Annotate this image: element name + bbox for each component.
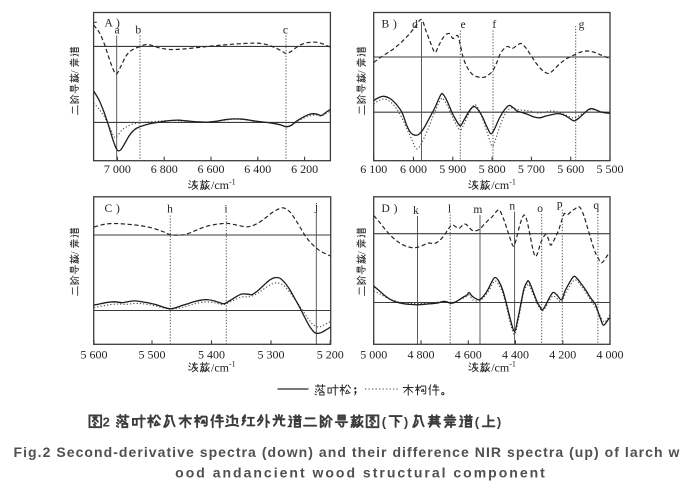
svg-text:4 800: 4 800	[408, 348, 435, 362]
svg-text:5 300: 5 300	[258, 348, 285, 362]
svg-text:2: 2	[103, 415, 110, 430]
svg-text:m: m	[473, 204, 482, 216]
svg-text:5 000: 5 000	[360, 348, 387, 362]
svg-text:k: k	[413, 205, 419, 217]
svg-text:e: e	[461, 19, 466, 31]
svg-text:/: /	[356, 250, 368, 254]
svg-text:d: d	[412, 19, 418, 31]
svg-text:4 400: 4 400	[502, 348, 529, 362]
svg-text:b: b	[135, 25, 141, 37]
svg-text:5 400: 5 400	[198, 348, 225, 362]
svg-text:7 000: 7 000	[104, 162, 131, 176]
svg-text:6 400: 6 400	[244, 162, 271, 176]
svg-text:h: h	[167, 204, 173, 216]
svg-text:a: a	[114, 25, 119, 37]
svg-text:C ): C )	[105, 203, 121, 215]
svg-text:5 500: 5 500	[139, 348, 166, 362]
svg-text:4 000: 4 000	[597, 348, 624, 362]
svg-text:/: /	[356, 69, 368, 73]
svg-text:(: (	[475, 415, 480, 430]
svg-text:5 600: 5 600	[81, 348, 108, 362]
svg-text:o: o	[537, 203, 543, 215]
svg-text:B ): B )	[382, 19, 398, 31]
svg-text:q: q	[593, 200, 599, 212]
svg-text:c: c	[283, 25, 288, 37]
svg-text:p: p	[557, 199, 563, 211]
svg-text:l: l	[448, 204, 451, 216]
svg-text:Fig.2 Second-derivative spectr: Fig.2 Second-derivative spectra (down) a…	[13, 444, 680, 460]
svg-text:/: /	[69, 250, 81, 254]
svg-text:D ): D )	[382, 203, 399, 215]
svg-text:f: f	[492, 19, 496, 31]
svg-text:(: (	[382, 415, 387, 430]
svg-text:5 200: 5 200	[317, 348, 344, 362]
svg-text:5 500: 5 500	[597, 162, 624, 176]
svg-text:A ): A )	[105, 17, 121, 29]
svg-text:5 700: 5 700	[518, 162, 545, 176]
svg-text:5 600: 5 600	[557, 162, 584, 176]
svg-text:n: n	[509, 201, 515, 213]
svg-text:ood andancient wood structural: ood andancient wood structural component	[175, 465, 547, 481]
svg-text:5 800: 5 800	[479, 162, 506, 176]
svg-text:): )	[497, 415, 501, 430]
svg-text:6 200: 6 200	[291, 162, 318, 176]
svg-text:5 900: 5 900	[439, 162, 466, 176]
svg-text:6 100: 6 100	[360, 162, 387, 176]
svg-text:i: i	[224, 204, 227, 216]
svg-text:6 000: 6 000	[400, 162, 427, 176]
svg-text:j: j	[314, 202, 318, 214]
svg-text:4 200: 4 200	[549, 348, 576, 362]
svg-text:/: /	[69, 69, 81, 73]
svg-text:6 800: 6 800	[151, 162, 178, 176]
svg-text:): )	[404, 415, 408, 430]
svg-text:6 600: 6 600	[198, 162, 225, 176]
svg-text:g: g	[579, 19, 585, 31]
svg-text:4 600: 4 600	[455, 348, 482, 362]
